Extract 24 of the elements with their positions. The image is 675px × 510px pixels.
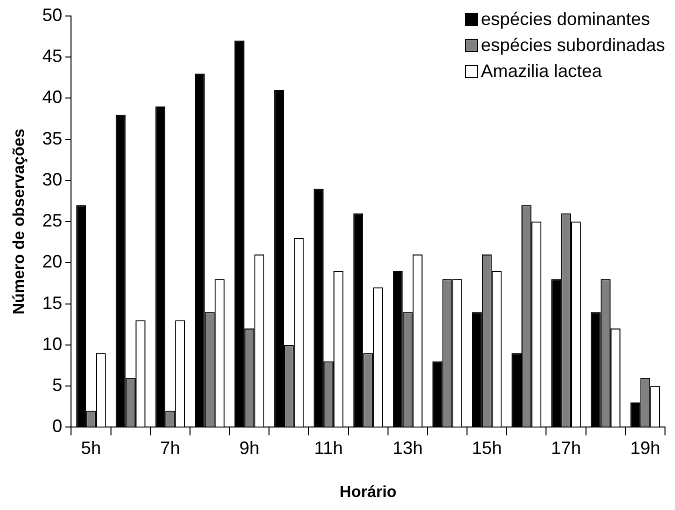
y-tick-label: 40 (42, 87, 62, 108)
x-tick-label: 15h (472, 438, 502, 458)
y-tick-label: 25 (42, 210, 62, 231)
x-tick-label: 11h (314, 438, 343, 458)
x-tick-label: 7h (160, 438, 180, 458)
x-axis-title: Horário (340, 484, 397, 501)
y-tick-label: 50 (42, 4, 62, 25)
x-tick-label: 13h (392, 438, 423, 458)
y-tick-label: 15 (42, 292, 62, 313)
y-axis-title: Número de observações (11, 128, 28, 315)
x-tick-label: 17h (551, 438, 582, 458)
x-tick-label: 19h (630, 438, 660, 458)
legend-label: espécies dominantes (480, 8, 650, 31)
y-tick-label: 0 (52, 416, 62, 436)
x-tick-label: 5h (81, 438, 102, 458)
y-tick-label: 10 (42, 334, 62, 354)
x-tick-label: 9h (239, 438, 260, 458)
y-tick-label: 20 (42, 252, 62, 272)
y-tick-label: 45 (42, 46, 62, 66)
y-tick-label: 30 (42, 169, 62, 190)
legend-label: espécies subordinadas (480, 34, 665, 57)
y-tick-label: 5 (52, 375, 62, 396)
legend-label: Amazilia lactea (480, 60, 602, 83)
y-tick-label: 35 (42, 128, 62, 148)
